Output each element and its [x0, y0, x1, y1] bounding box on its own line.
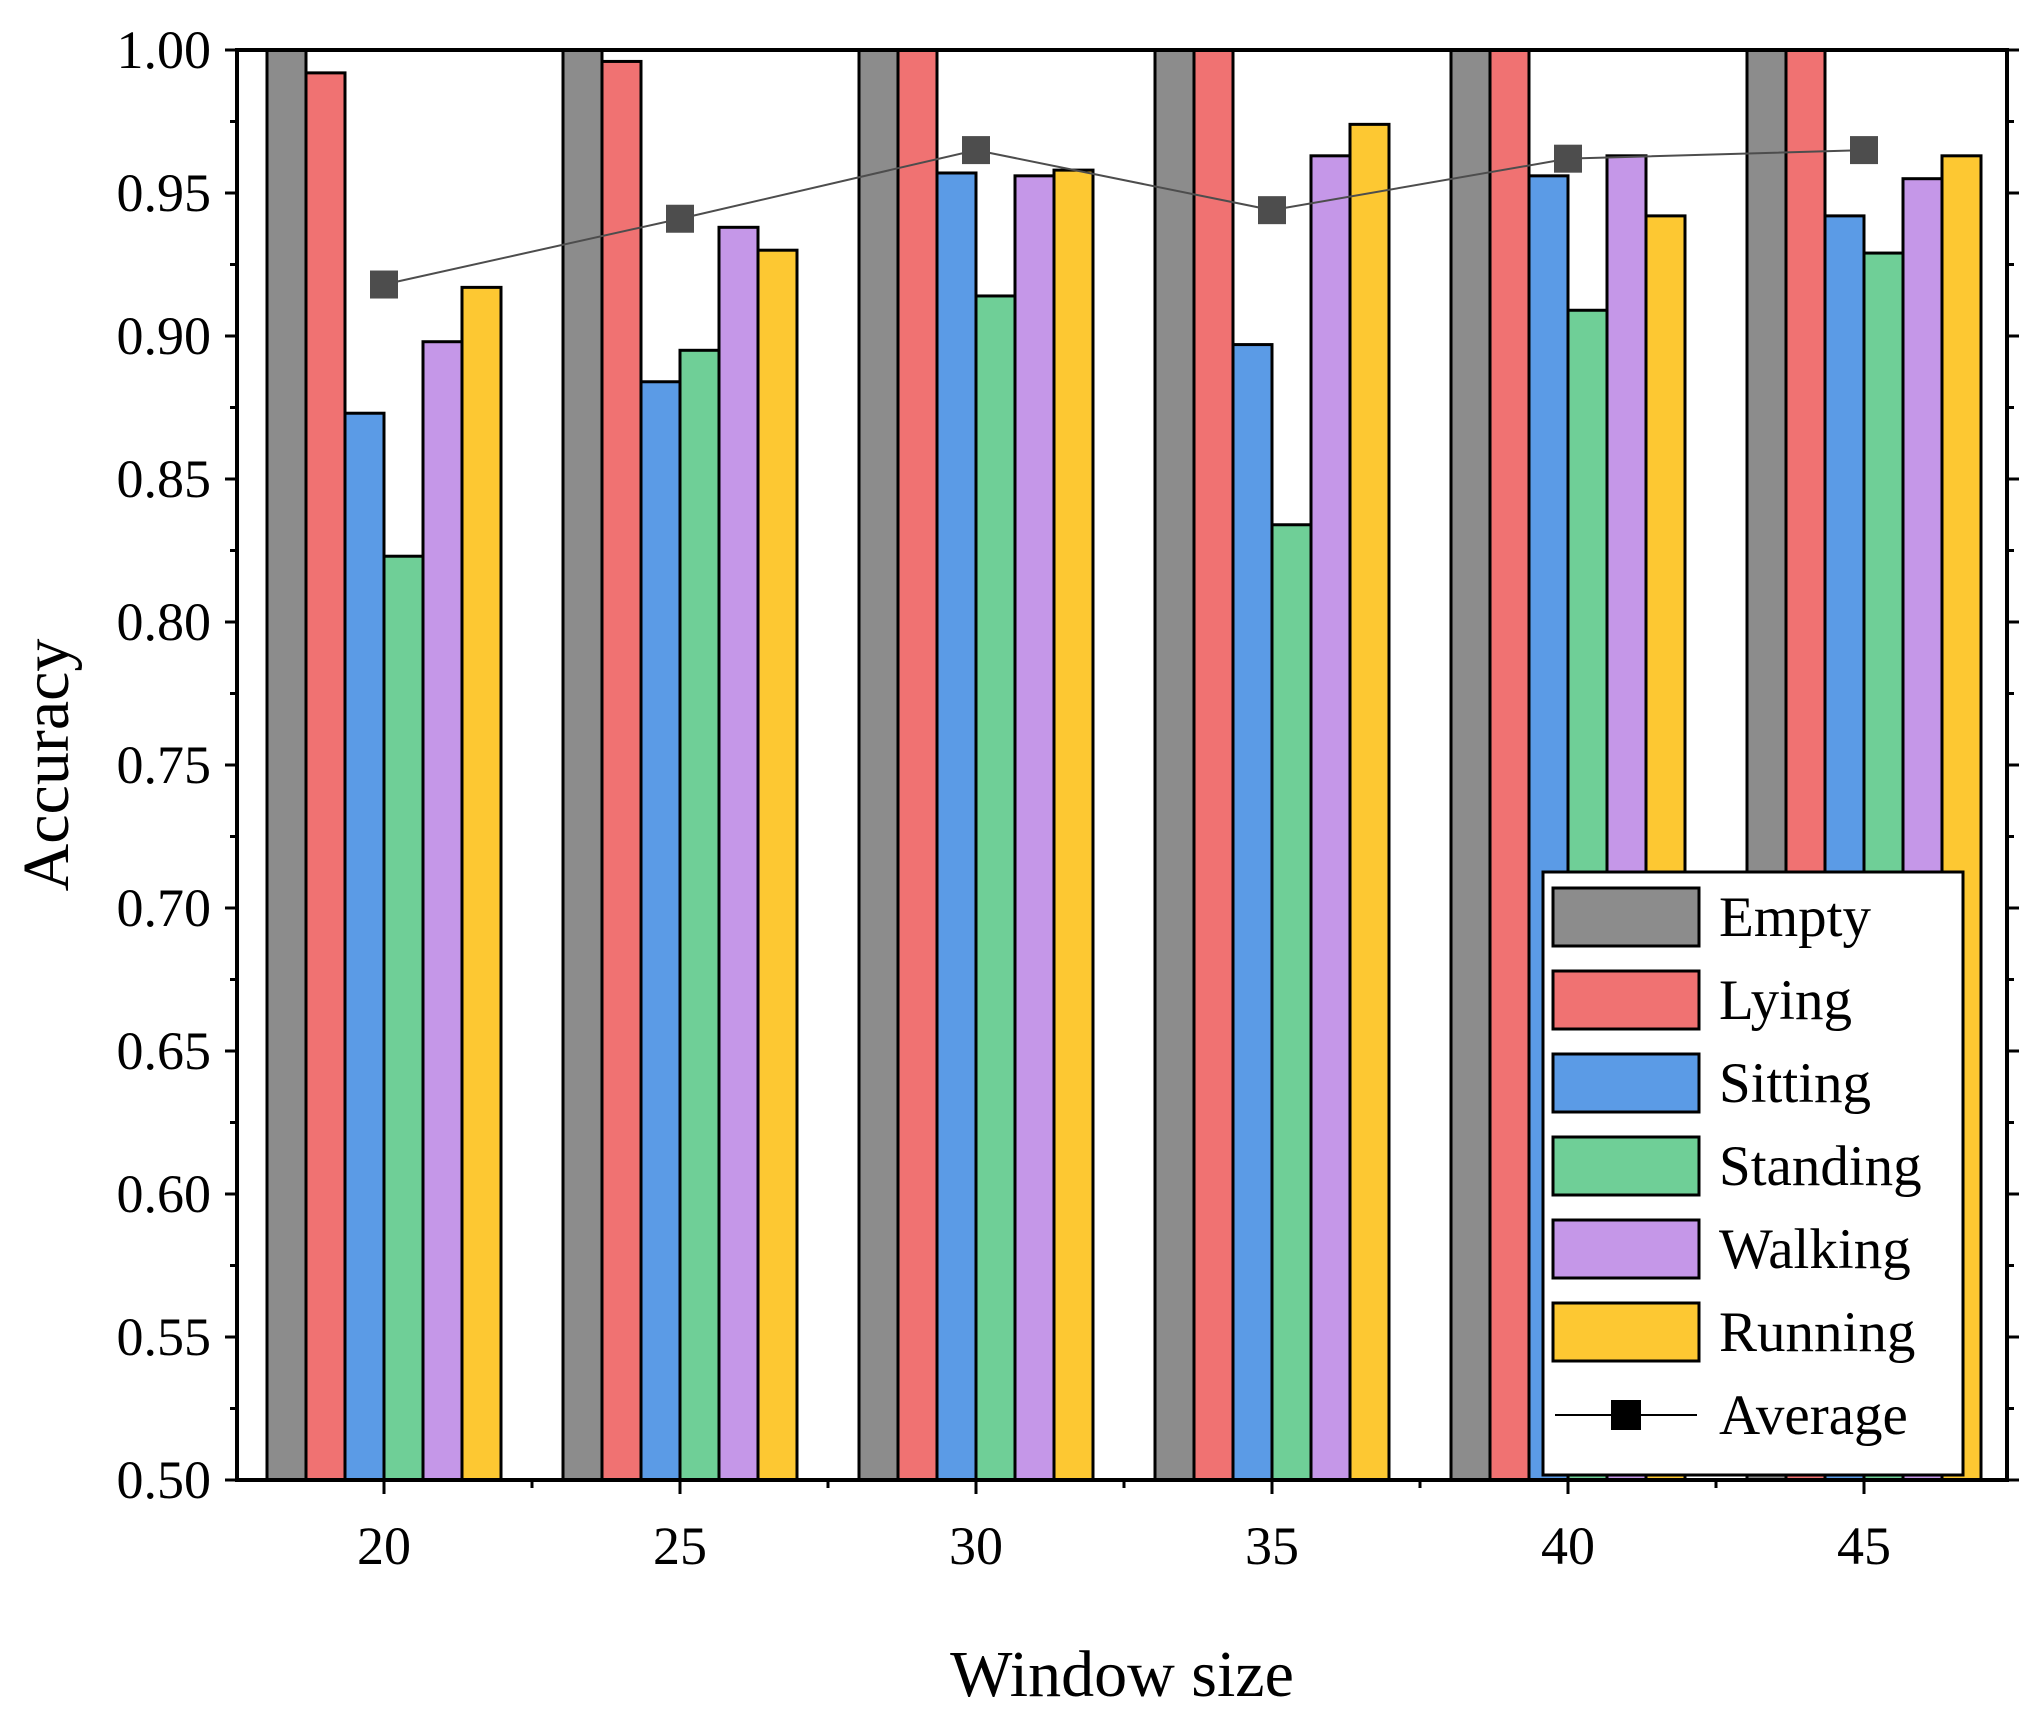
bar-sitting-30	[935, 171, 978, 1482]
y-tick-label: 0.75	[117, 735, 212, 795]
average-marker-20	[370, 270, 398, 299]
average-marker-40	[1554, 144, 1582, 173]
average-line-layer	[370, 136, 1878, 299]
bar-walking-35	[1309, 154, 1352, 1482]
legend-label-empty: Empty	[1719, 886, 1871, 949]
y-tick-label: 0.70	[117, 878, 212, 938]
bar-empty-40	[1449, 48, 1492, 1482]
x-axis: 20 25 30 35 40 45	[357, 1480, 1891, 1576]
average-marker-30	[962, 136, 990, 165]
legend-label-running: Running	[1719, 1301, 1915, 1364]
legend-swatch-lying	[1551, 969, 1701, 1031]
y-axis: 0.50 0.55 0.60 0.65 0.70 0.75 0.80 0.85 0.90 0.95…	[117, 20, 2019, 1510]
x-tick-label: 35	[1245, 1516, 1299, 1576]
bar-standing-35	[1270, 523, 1313, 1482]
y-axis-title: Accuracy	[10, 639, 83, 892]
legend-label-walking: Walking	[1719, 1218, 1911, 1281]
bar-empty-25	[561, 48, 604, 1482]
legend-swatch-running	[1551, 1301, 1701, 1363]
bar-standing-25	[678, 348, 721, 1482]
bar-empty-35	[1153, 48, 1196, 1482]
bar-lying-25	[600, 59, 643, 1482]
bar-sitting-20	[343, 411, 386, 1482]
bar-running-35	[1348, 122, 1391, 1482]
legend-label-average: Average	[1719, 1384, 1908, 1447]
average-line	[383, 149, 1865, 286]
legend-label-lying: Lying	[1719, 969, 1852, 1032]
x-tick-label: 20	[357, 1516, 411, 1576]
y-tick-label: 0.55	[117, 1307, 212, 1367]
x-tick-label: 25	[653, 1516, 707, 1576]
bar-sitting-25	[639, 380, 682, 1482]
legend-swatch-walking	[1551, 1218, 1701, 1280]
bar-lying-40	[1488, 48, 1531, 1482]
bar-running-25	[756, 248, 799, 1482]
bar-empty-30	[857, 48, 900, 1482]
legend-label-standing: Standing	[1719, 1135, 1922, 1198]
average-marker-35	[1258, 196, 1286, 225]
bar-walking-20	[421, 340, 464, 1482]
bar-running-30	[1052, 168, 1095, 1482]
legend-swatch-empty	[1551, 886, 1701, 948]
x-tick-label: 45	[1837, 1516, 1891, 1576]
y-tick-label: 0.90	[117, 306, 212, 366]
bar-lying-20	[304, 71, 347, 1482]
bar-running-20	[460, 285, 503, 1482]
bar-lying-35	[1192, 48, 1235, 1482]
y-tick-label: 0.95	[117, 163, 212, 223]
y-tick-label: 0.85	[117, 449, 212, 509]
y-tick-label: 0.80	[117, 592, 212, 652]
bar-empty-20	[265, 48, 308, 1482]
y-tick-label: 0.65	[117, 1021, 212, 1081]
y-tick-label: 1.00	[117, 20, 212, 80]
x-axis-title: Window size	[950, 1638, 1294, 1710]
average-marker-45	[1850, 136, 1878, 165]
y-tick-label: 0.50	[117, 1450, 212, 1510]
legend-swatch-average-marker	[1611, 1400, 1641, 1430]
bar-standing-30	[974, 294, 1017, 1482]
legend-label-sitting: Sitting	[1719, 1052, 1871, 1115]
legend-swatch-sitting	[1551, 1052, 1701, 1114]
bar-walking-30	[1013, 174, 1056, 1482]
average-marker-25	[666, 204, 694, 233]
bar-lying-30	[896, 48, 939, 1482]
x-tick-label: 40	[1541, 1516, 1595, 1576]
legend-swatch-standing	[1551, 1135, 1701, 1197]
bar-standing-20	[382, 554, 425, 1482]
y-tick-label: 0.60	[117, 1164, 212, 1224]
bar-walking-25	[717, 225, 760, 1482]
bar-sitting-35	[1231, 343, 1274, 1482]
x-tick-label: 30	[949, 1516, 1003, 1576]
legend: Empty Lying Sitting Standing Walking Running A…	[1541, 870, 1965, 1477]
